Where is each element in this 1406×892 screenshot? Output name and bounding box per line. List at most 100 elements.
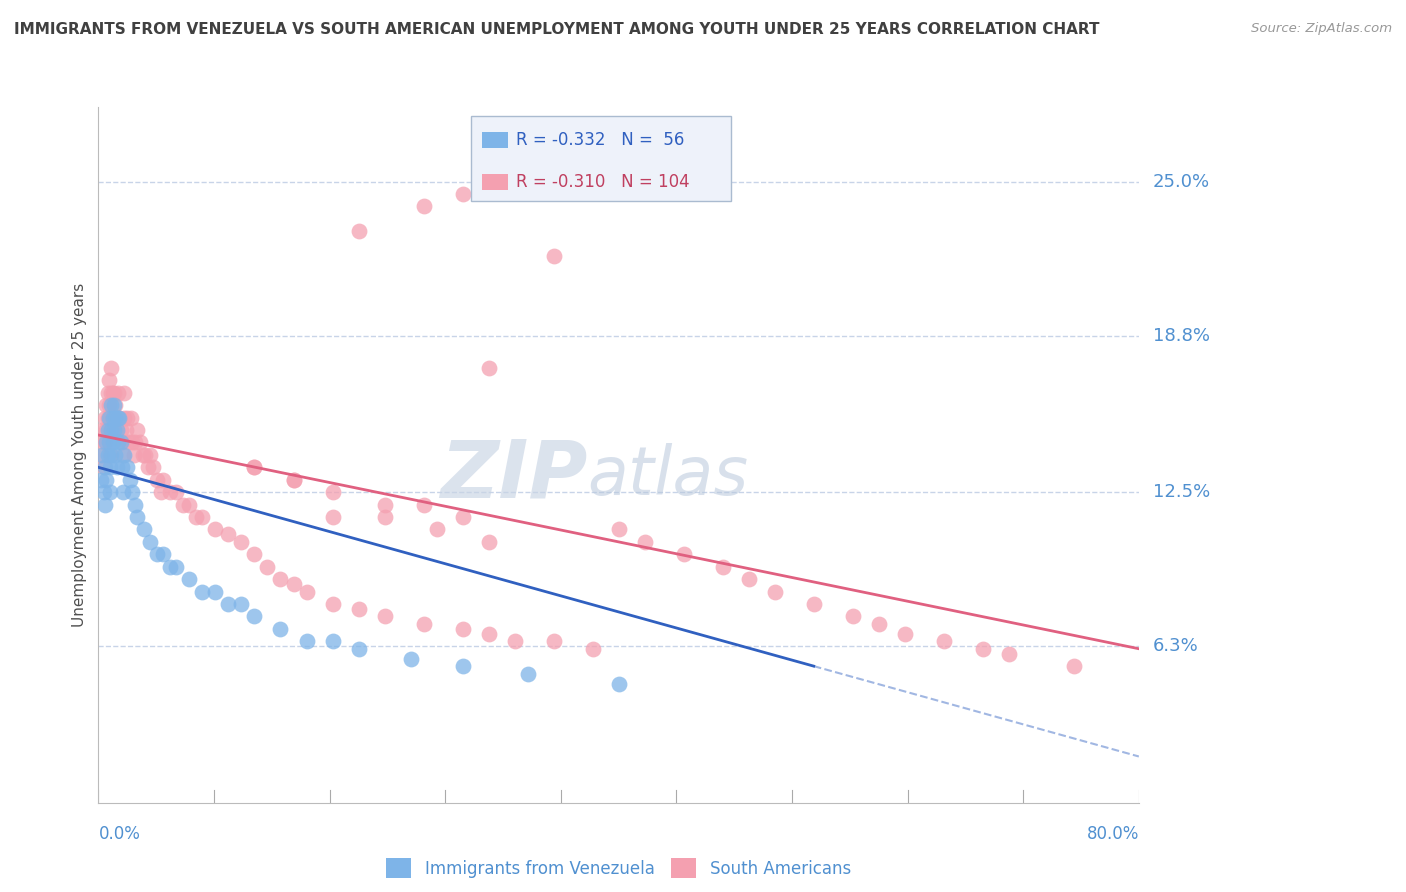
Point [103, 423, 125, 437]
Point [184, 510, 207, 524]
Point [94, 410, 117, 425]
Point [159, 559, 181, 574]
Point [374, 609, 396, 624]
Point [90, 448, 112, 462]
Point [93, 460, 115, 475]
Text: atlas: atlas [588, 442, 748, 508]
Point [100, 398, 122, 412]
Point [149, 485, 172, 500]
Text: 80.0%: 80.0% [1087, 825, 1139, 843]
Point [93, 435, 115, 450]
Point [132, 523, 155, 537]
Point [374, 510, 396, 524]
Point [321, 510, 344, 524]
Text: IMMIGRANTS FROM VENEZUELA VS SOUTH AMERICAN UNEMPLOYMENT AMONG YOUTH UNDER 25 YE: IMMIGRANTS FROM VENEZUELA VS SOUTH AMERI… [14, 22, 1099, 37]
Point [1063, 659, 1085, 673]
Point [98, 423, 121, 437]
Point [166, 559, 188, 574]
Point [607, 523, 630, 537]
Point [94, 435, 117, 450]
Point [107, 435, 129, 450]
Point [114, 423, 136, 437]
Point [295, 634, 318, 648]
Point [243, 609, 266, 624]
Point [111, 460, 134, 475]
Point [412, 199, 434, 213]
Point [121, 435, 143, 450]
Point [451, 622, 474, 636]
Point [100, 423, 122, 437]
Point [139, 448, 162, 462]
Point [129, 435, 152, 450]
Text: ZIP: ZIP [440, 437, 588, 515]
Point [321, 597, 344, 611]
Text: 25.0%: 25.0% [1153, 172, 1211, 191]
Point [97, 373, 120, 387]
Point [998, 647, 1021, 661]
Point [374, 498, 396, 512]
Point [96, 410, 118, 425]
Point [96, 435, 118, 450]
Point [114, 410, 135, 425]
Point [98, 460, 121, 475]
Point [100, 361, 122, 376]
Point [932, 634, 955, 648]
Point [803, 597, 825, 611]
Point [114, 448, 135, 462]
Point [127, 423, 149, 437]
Point [111, 435, 134, 450]
Point [159, 485, 181, 500]
Point [146, 473, 169, 487]
Point [101, 410, 124, 425]
Point [121, 485, 143, 500]
Point [172, 498, 194, 512]
Point [134, 448, 156, 462]
Point [97, 398, 120, 412]
Point [131, 448, 153, 462]
Point [98, 485, 121, 500]
Point [218, 597, 240, 611]
Point [115, 410, 138, 425]
Point [93, 485, 115, 500]
Point [204, 523, 226, 537]
Point [607, 676, 630, 690]
Point [503, 634, 526, 648]
Point [105, 423, 128, 437]
Point [100, 385, 122, 400]
Text: 12.5%: 12.5% [1153, 483, 1211, 501]
Point [412, 616, 434, 631]
Point [478, 627, 501, 641]
Point [91, 423, 114, 437]
Point [101, 410, 124, 425]
Point [96, 423, 118, 437]
Point [94, 460, 117, 475]
Point [127, 510, 149, 524]
Point [96, 448, 118, 462]
Point [894, 627, 917, 641]
Point [399, 651, 422, 665]
Point [97, 435, 120, 450]
Point [139, 535, 162, 549]
Point [108, 410, 131, 425]
Point [136, 460, 159, 475]
Point [738, 572, 761, 586]
Point [270, 572, 292, 586]
Point [103, 410, 125, 425]
Point [179, 572, 201, 586]
Point [107, 410, 129, 425]
Point [142, 460, 165, 475]
Point [179, 498, 201, 512]
Point [94, 498, 117, 512]
Point [90, 473, 112, 487]
Point [103, 385, 125, 400]
Point [166, 485, 188, 500]
Point [122, 448, 145, 462]
Point [347, 641, 370, 656]
Point [634, 535, 657, 549]
Text: 0.0%: 0.0% [98, 825, 141, 843]
Text: 18.8%: 18.8% [1153, 326, 1211, 344]
Point [105, 410, 128, 425]
Point [114, 385, 135, 400]
Point [412, 498, 434, 512]
Point [101, 385, 124, 400]
